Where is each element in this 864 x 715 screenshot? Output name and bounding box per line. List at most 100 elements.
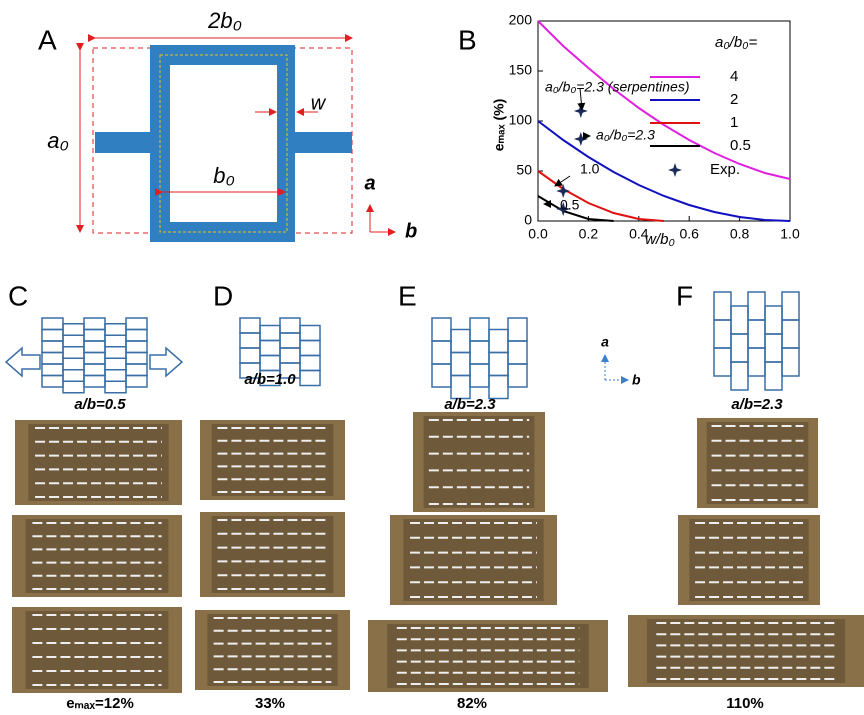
photo-paper	[387, 624, 589, 688]
photo-paper	[26, 519, 169, 593]
pattern-cell	[451, 330, 470, 353]
photo-paper	[689, 519, 808, 601]
pattern-cell	[126, 353, 147, 365]
pattern-cell	[748, 320, 765, 348]
pattern-cell	[126, 364, 147, 376]
pattern-cell	[42, 376, 63, 388]
pattern-cell	[105, 381, 126, 393]
pattern-cell	[63, 347, 84, 359]
pattern-cell	[84, 364, 105, 376]
axis-label: b	[632, 372, 641, 388]
annotation: a₀/b₀=2.3	[596, 127, 655, 143]
pattern-cell	[731, 362, 748, 390]
pattern-cell	[63, 370, 84, 382]
pattern-cell	[260, 326, 280, 341]
pattern-cell	[470, 341, 489, 364]
panel-label: C	[8, 280, 28, 311]
pattern-cell	[63, 381, 84, 393]
pattern-cell	[432, 341, 451, 364]
pattern-cell	[508, 318, 527, 341]
pattern-cell	[748, 292, 765, 320]
photo-paper	[212, 516, 334, 593]
caption: 33%	[255, 695, 285, 712]
ratio-label: a/b=1.0	[244, 371, 296, 388]
pattern-cell	[42, 318, 63, 330]
pattern-cell	[84, 341, 105, 353]
pattern-cell	[714, 292, 731, 320]
y-tick-label: 200	[509, 12, 533, 28]
annotation: 0.5	[560, 197, 580, 213]
photo-paper	[26, 611, 169, 689]
arrow-right	[150, 348, 182, 376]
x-tick-label: 0.0	[528, 226, 548, 242]
pattern-cell	[84, 318, 105, 330]
dim-label: w	[311, 92, 327, 114]
unit-cell	[80, 38, 395, 242]
axis-label: a	[364, 172, 375, 194]
ratio-label: a/b=0.5	[74, 396, 126, 413]
pattern-cell	[42, 330, 63, 342]
pattern-cell	[782, 320, 799, 348]
pattern-cell	[432, 318, 451, 341]
pattern-cell	[105, 347, 126, 359]
pattern-cell	[63, 324, 84, 336]
pattern-cell	[240, 348, 260, 363]
pattern-cell	[714, 320, 731, 348]
pattern-cell	[105, 324, 126, 336]
panel-label: B	[458, 24, 477, 55]
figure: A B C D E F 2b₀ a₀ b₀ w a b a b 05010015…	[0, 0, 864, 715]
pattern-cell	[782, 292, 799, 320]
series-line	[538, 171, 664, 221]
y-tick-label: 150	[509, 62, 533, 78]
pattern-cell	[126, 330, 147, 342]
pattern-cell	[489, 330, 508, 353]
pattern-cell	[63, 335, 84, 347]
pattern-cell	[765, 362, 782, 390]
pattern-cell	[84, 376, 105, 388]
legend-label: Exp.	[710, 161, 740, 178]
pattern-cell	[84, 330, 105, 342]
pattern-cell	[300, 341, 320, 356]
ratio-label: a/b=2.3	[731, 396, 783, 413]
dim-label: 2b₀	[207, 8, 242, 33]
annotation: 1.0	[580, 161, 600, 177]
photo-paper	[707, 422, 809, 504]
axis-label: b	[405, 220, 417, 242]
pattern-cell	[280, 318, 300, 333]
pattern-cell	[280, 333, 300, 348]
pattern-cell	[42, 341, 63, 353]
ratio-label: a/b=2.3	[444, 396, 496, 413]
exp-point	[574, 104, 588, 118]
pattern-cell	[126, 376, 147, 388]
panel-label: D	[213, 280, 233, 311]
caption: 82%	[457, 695, 487, 712]
photo-paper	[207, 614, 337, 686]
pattern-cell	[240, 333, 260, 348]
caption: 110%	[726, 695, 764, 712]
legend-title: a₀/b₀=	[715, 34, 757, 51]
axis-label: a	[601, 334, 609, 350]
pattern-cell	[714, 348, 731, 376]
panels-c-f: a/b=0.5 a/b=1.0 a/b=2.3 a/b=2.3 eₘₐₓ=12% 33% 8…	[6, 292, 864, 712]
pattern-cell	[508, 364, 527, 387]
panel-label: A	[38, 24, 57, 55]
x-tick-label: 0.2	[579, 226, 599, 242]
legend-label: 2	[730, 91, 738, 108]
pattern-cell	[280, 348, 300, 363]
pattern-cell	[765, 306, 782, 334]
pattern-cell	[432, 364, 451, 387]
caption: eₘₐₓ=12%	[66, 695, 134, 712]
photo-paper	[403, 519, 543, 601]
pattern-cell	[731, 334, 748, 362]
photo-paper	[424, 416, 535, 508]
exp-point	[574, 132, 588, 146]
photo-paper	[28, 424, 168, 501]
pattern-cell	[84, 353, 105, 365]
pattern-cell	[748, 348, 765, 376]
pattern-cell	[126, 318, 147, 330]
dim-label: a₀	[47, 128, 69, 153]
pattern-cell	[300, 326, 320, 341]
annotation: a₀/b₀=2.3 (serpentines)	[545, 79, 690, 95]
dim-label: b₀	[213, 163, 235, 188]
